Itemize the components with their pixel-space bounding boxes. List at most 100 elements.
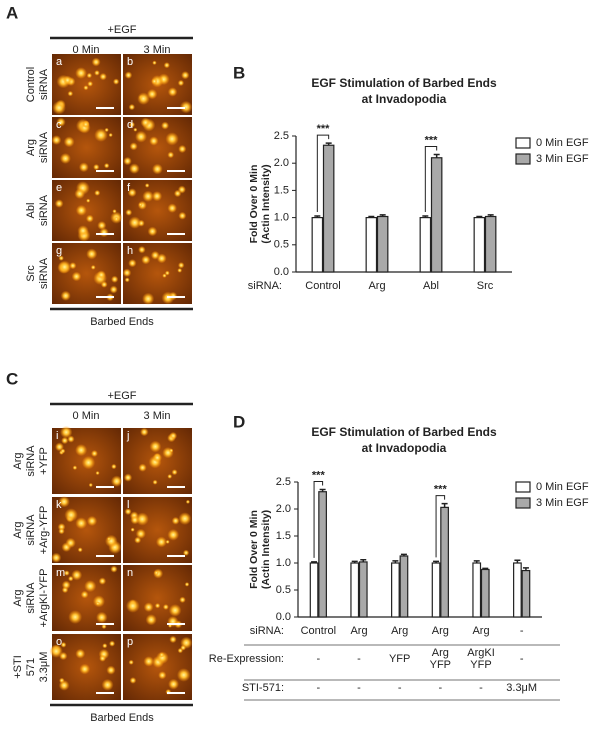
spot: [98, 577, 107, 585]
spot: [168, 604, 182, 617]
error-bar: [351, 560, 358, 563]
spot: [142, 292, 155, 305]
legend-swatch: [515, 137, 531, 149]
spot: [129, 677, 137, 684]
spot: [165, 132, 179, 146]
spot: [61, 580, 71, 590]
row-value: -: [357, 682, 361, 694]
row-label: siRNA: [38, 131, 50, 163]
spot: [152, 479, 158, 485]
spot: [155, 536, 167, 548]
spot: [75, 67, 87, 79]
spot: [154, 602, 161, 609]
spot: [88, 482, 93, 488]
spot: [95, 470, 100, 476]
spot: [108, 132, 113, 138]
row-value: YFP: [430, 659, 451, 671]
chart-title: at Invadopodia: [362, 441, 447, 455]
condition-label: +EGF: [107, 390, 136, 402]
row-value: -: [438, 682, 442, 694]
spot: [158, 652, 165, 658]
spot: [68, 610, 83, 624]
bar: [391, 562, 400, 618]
spot: [80, 590, 89, 599]
row-label: siRNA: [25, 514, 37, 546]
spot: [140, 117, 151, 128]
bar: [419, 217, 432, 273]
row-label: Control: [25, 67, 37, 102]
x-tick-label: Control: [305, 280, 340, 292]
spot: [72, 465, 78, 471]
row-value: YFP: [470, 659, 491, 671]
spot: [108, 640, 116, 647]
spot: [77, 547, 83, 553]
spot: [75, 648, 86, 659]
y-tick-label: 1.0: [276, 557, 291, 569]
panel-label: A: [6, 3, 18, 22]
footer-label: Barbed Ends: [90, 712, 154, 724]
significance-bracket: [313, 481, 324, 558]
spot: [128, 216, 142, 229]
spot: [96, 611, 108, 624]
error-bar: [314, 215, 321, 218]
spot: [168, 678, 180, 690]
error-bar: [379, 214, 386, 217]
spot: [60, 641, 67, 648]
spot: [59, 152, 71, 164]
bar: [431, 562, 441, 618]
spot: [167, 528, 180, 541]
spot: [58, 527, 65, 535]
spot: [100, 281, 108, 288]
image-letter: g: [56, 245, 62, 257]
spot: [95, 601, 101, 606]
y-tick-label: 1.5: [276, 530, 291, 542]
panel-label: D: [233, 412, 245, 431]
spot: [152, 163, 163, 175]
spot: [162, 604, 169, 610]
row-label: Src: [25, 265, 37, 282]
error-bar: [311, 561, 318, 563]
spot: [79, 663, 91, 675]
bar: [322, 144, 335, 273]
significance-label: ***: [434, 484, 448, 496]
row-value: -: [398, 682, 402, 694]
spot: [83, 85, 89, 91]
image-letter: f: [127, 182, 131, 194]
spot: [169, 635, 177, 644]
y-tick-label: 0.0: [274, 266, 289, 278]
spot: [54, 199, 64, 208]
spot: [156, 253, 167, 264]
spot: [135, 512, 149, 526]
spot: [91, 57, 101, 67]
image-letter: i: [56, 430, 58, 442]
spot: [169, 448, 174, 453]
spot: [134, 536, 142, 544]
spot: [124, 71, 133, 79]
bar: [430, 157, 443, 273]
spot: [109, 285, 118, 294]
chart-title: EGF Stimulation of Barbed Ends: [311, 425, 497, 439]
spot: [179, 596, 186, 604]
spot: [99, 654, 107, 662]
spot: [112, 78, 120, 85]
spot: [111, 463, 117, 470]
spot: [75, 517, 88, 530]
spot: [112, 209, 117, 214]
significance-label: ***: [317, 123, 331, 135]
spot: [106, 536, 112, 541]
row-value: -: [357, 653, 361, 665]
y-tick-label: 2.0: [276, 503, 291, 515]
spot: [78, 162, 89, 173]
spot: [163, 62, 170, 69]
row-label: siRNA: [38, 68, 50, 100]
spot: [101, 623, 107, 630]
x-axis-label: siRNA:: [248, 280, 282, 292]
spot: [110, 475, 123, 487]
spot: [128, 259, 137, 268]
error-bar: [514, 559, 521, 563]
legend-label: 3 Min EGF: [536, 153, 589, 165]
spot: [56, 117, 66, 127]
spot: [75, 444, 88, 457]
spot: [149, 440, 162, 453]
row-label: Arg: [12, 452, 24, 469]
